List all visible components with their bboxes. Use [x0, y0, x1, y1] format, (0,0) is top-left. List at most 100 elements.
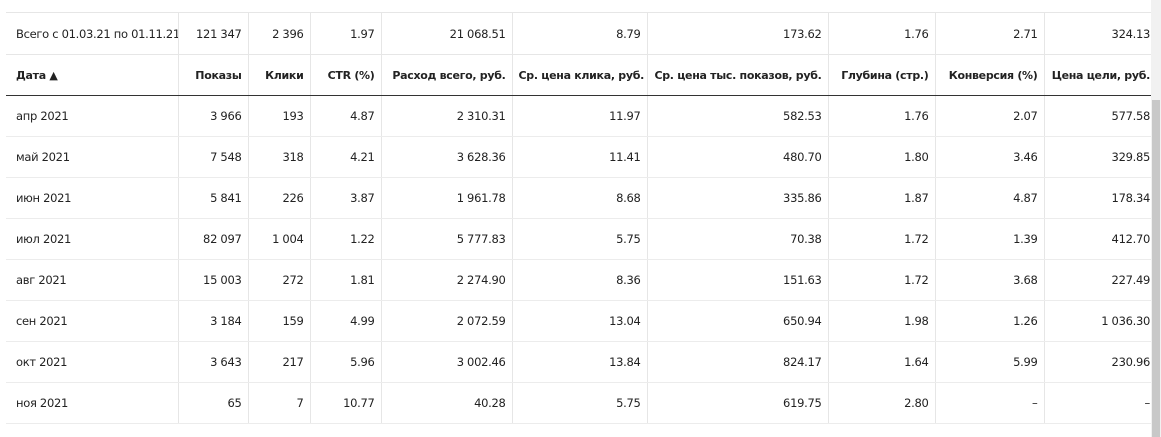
cell: – — [1043, 382, 1156, 424]
cell: 226 — [247, 177, 310, 219]
column-header[interactable]: Клики — [247, 54, 310, 96]
cell: 5 777.83 — [380, 218, 512, 260]
cell: 5.75 — [511, 218, 647, 260]
cell: 3 643 — [177, 341, 248, 383]
column-header[interactable]: Ср. цена тыс. показов, руб. — [646, 54, 828, 96]
cell: 1 004 — [247, 218, 310, 260]
cell: 4.99 — [309, 300, 381, 342]
cell: 230.96 — [1043, 341, 1156, 383]
data-row: май 2021 7 548 318 4.21 3 628.36 11.41 480.70 1… — [6, 136, 1156, 178]
cell: 10.77 — [309, 382, 381, 424]
stats-table: Всего с 01.03.21 по 01.11.21 121 347 2 396… — [6, 13, 1156, 424]
data-row: авг 2021 15 003 272 1.81 2 274.90 8.36 151.63 1… — [6, 259, 1156, 301]
column-header[interactable]: Показы — [177, 54, 248, 96]
cell: 151.63 — [646, 259, 828, 301]
cell: 2.71 — [934, 13, 1044, 55]
cell: 1.76 — [827, 95, 935, 137]
cell: 7 548 — [177, 136, 248, 178]
cell: 1.81 — [309, 259, 381, 301]
cell: 4.21 — [309, 136, 381, 178]
column-header[interactable]: Дата ▲ — [6, 54, 178, 96]
divider — [6, 12, 1151, 13]
column-header[interactable]: CTR (%) — [309, 54, 381, 96]
data-row: июл 2021 82 097 1 004 1.22 5 777.83 5.75 70.38… — [6, 218, 1156, 260]
cell: 21 068.51 — [380, 13, 512, 55]
cell: 8.79 — [511, 13, 647, 55]
cell: 3.87 — [309, 177, 381, 219]
cell: 272 — [247, 259, 310, 301]
cell: 3.68 — [934, 259, 1044, 301]
cell: окт 2021 — [6, 341, 178, 383]
cell: 70.38 — [646, 218, 828, 260]
cell: 217 — [247, 341, 310, 383]
column-header[interactable]: Конверсия (%) — [934, 54, 1044, 96]
cell: 193 — [247, 95, 310, 137]
cell: – — [934, 382, 1044, 424]
cell: 7 — [247, 382, 310, 424]
cell: 1 036.30 — [1043, 300, 1156, 342]
cell: июн 2021 — [6, 177, 178, 219]
cell: 2 274.90 — [380, 259, 512, 301]
cell: апр 2021 — [6, 95, 178, 137]
column-header[interactable]: Расход всего, руб. — [380, 54, 512, 96]
cell: 173.62 — [646, 13, 828, 55]
cell: ноя 2021 — [6, 382, 178, 424]
cell: 577.58 — [1043, 95, 1156, 137]
data-row: апр 2021 3 966 193 4.87 2 310.31 11.97 582.53 1… — [6, 95, 1156, 137]
cell: сен 2021 — [6, 300, 178, 342]
data-row: окт 2021 3 643 217 5.96 3 002.46 13.84 824.17 1… — [6, 341, 1156, 383]
cell: 1.97 — [309, 13, 381, 55]
cell: 227.49 — [1043, 259, 1156, 301]
header-row: Дата ▲ Показы Клики CTR (%) Расход всего, ру… — [6, 54, 1156, 96]
cell: 8.68 — [511, 177, 647, 219]
cell: май 2021 — [6, 136, 178, 178]
data-row: сен 2021 3 184 159 4.99 2 072.59 13.04 650.94 1… — [6, 300, 1156, 342]
data-row: июн 2021 5 841 226 3.87 1 961.78 8.68 335.86 1.… — [6, 177, 1156, 219]
column-header[interactable]: Ср. цена клика, руб. — [511, 54, 647, 96]
cell: 8.36 — [511, 259, 647, 301]
cell: 1.80 — [827, 136, 935, 178]
cell: 178.34 — [1043, 177, 1156, 219]
data-row: ноя 2021 65 7 10.77 40.28 5.75 619.75 2.80– – — [6, 382, 1156, 424]
cell: 4.87 — [309, 95, 381, 137]
cell: 582.53 — [646, 95, 828, 137]
cell: 5 841 — [177, 177, 248, 219]
cell: Всего с 01.03.21 по 01.11.21 — [6, 13, 178, 55]
cell: 824.17 — [646, 341, 828, 383]
cell: 2 396 — [247, 13, 310, 55]
cell: 11.41 — [511, 136, 647, 178]
cell: 121 347 — [177, 13, 248, 55]
cell: 1.39 — [934, 218, 1044, 260]
cell: 1.72 — [827, 218, 935, 260]
cell: 318 — [247, 136, 310, 178]
cell: 1.72 — [827, 259, 935, 301]
cell: 5.75 — [511, 382, 647, 424]
cell: 324.13 — [1043, 13, 1156, 55]
cell: 412.70 — [1043, 218, 1156, 260]
cell: 2.80 — [827, 382, 935, 424]
scrollbar-thumb[interactable] — [1152, 100, 1160, 437]
cell: 3 184 — [177, 300, 248, 342]
cell: 5.96 — [309, 341, 381, 383]
cell: 3 002.46 — [380, 341, 512, 383]
cell: 335.86 — [646, 177, 828, 219]
cell: 2 310.31 — [380, 95, 512, 137]
column-header[interactable]: Цена цели, руб. — [1043, 54, 1156, 96]
cell: 15 003 — [177, 259, 248, 301]
cell: 329.85 — [1043, 136, 1156, 178]
cell: 82 097 — [177, 218, 248, 260]
cell: 1.87 — [827, 177, 935, 219]
cell: 1.76 — [827, 13, 935, 55]
cell: 1.98 — [827, 300, 935, 342]
cell: 65 — [177, 382, 248, 424]
column-header[interactable]: Глубина (стр.) — [827, 54, 935, 96]
cell: 2 072.59 — [380, 300, 512, 342]
cell: 650.94 — [646, 300, 828, 342]
cell: авг 2021 — [6, 259, 178, 301]
cell: 13.84 — [511, 341, 647, 383]
cell: 159 — [247, 300, 310, 342]
cell: 480.70 — [646, 136, 828, 178]
cell: 4.87 — [934, 177, 1044, 219]
